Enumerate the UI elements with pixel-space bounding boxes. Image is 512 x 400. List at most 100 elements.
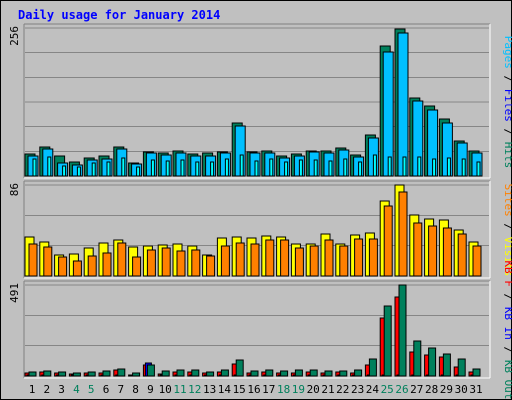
bar-pages-day-22 (343, 158, 348, 177)
bar-pages-day-29 (446, 157, 451, 177)
panel-1-ymax-label: 256 (8, 26, 21, 46)
right-axis-label-segment: Hits (502, 142, 512, 169)
bar-sites-day-30 (457, 233, 467, 277)
bar-sites-day-26 (398, 191, 408, 277)
x-tick-label-day-1: 1 (29, 383, 36, 396)
x-tick-label-day-7: 7 (117, 383, 124, 396)
bar-sites-day-3 (58, 256, 68, 277)
right-axis-label-segment: Pages (502, 36, 512, 69)
bar-kb-out-day-16 (250, 370, 259, 377)
bar-kb-out-day-21 (324, 370, 333, 377)
x-tick-label-day-22: 22 (336, 383, 349, 396)
bar-pages-day-4 (76, 166, 81, 177)
bar-pages-day-30 (461, 158, 466, 177)
x-tick-label-day-15: 15 (233, 383, 246, 396)
bar-kb-out-day-12 (191, 369, 200, 377)
x-tick-label-day-9: 9 (147, 383, 154, 396)
bar-pages-day-31 (476, 161, 481, 177)
x-tick-label-day-12: 12 (188, 383, 201, 396)
right-axis-label-segment: / (502, 340, 512, 360)
bar-sites-day-27 (413, 222, 423, 277)
bar-kb-out-day-31 (472, 368, 481, 377)
bar-sites-day-14 (220, 245, 230, 277)
bar-kb-out-day-25 (383, 305, 392, 377)
x-tick-label-day-13: 13 (203, 383, 216, 396)
bar-pages-day-28 (432, 158, 437, 177)
bar-pages-day-12 (195, 161, 200, 177)
bar-pages-day-16 (254, 160, 259, 177)
x-tick-label-day-6: 6 (103, 383, 110, 396)
x-tick-label-day-19: 19 (292, 383, 305, 396)
bar-sites-day-2 (43, 246, 53, 277)
bar-kb-out-day-7 (117, 368, 126, 377)
bar-pages-day-3 (62, 165, 67, 177)
bar-sites-day-17 (265, 239, 275, 277)
bar-kb-out-day-14 (220, 369, 229, 377)
panel-3-ymax-label: 491 (8, 283, 21, 303)
right-axis-label-segment: KB In (502, 307, 512, 340)
bar-pages-day-18 (284, 161, 289, 177)
bar-kb-out-day-30 (457, 358, 466, 377)
bar-sites-day-4 (72, 260, 82, 277)
bar-kb-out-day-28 (428, 347, 437, 377)
panel-3-right-axis-label: KB F / KB In / KB Out (502, 260, 512, 399)
x-tick-label-day-31: 31 (469, 383, 482, 396)
bar-pages-day-1 (32, 158, 37, 177)
bar-sites-day-28 (428, 225, 438, 277)
bar-kb-out-day-18 (280, 370, 289, 377)
bar-files-day-26 (397, 32, 409, 177)
bar-sites-day-7 (117, 242, 127, 277)
bar-kb-out-day-3 (58, 371, 67, 377)
bar-pages-day-5 (91, 162, 96, 177)
bar-sites-day-1 (28, 243, 38, 277)
bar-kb-out-day-22 (339, 370, 348, 377)
bar-pages-day-19 (298, 159, 303, 177)
bar-sites-day-21 (324, 239, 334, 277)
x-tick-label-day-29: 29 (440, 383, 453, 396)
x-tick-label-day-5: 5 (88, 383, 95, 396)
bar-sites-day-6 (102, 252, 112, 277)
bar-pages-day-27 (417, 156, 422, 177)
right-axis-label-segment: / (502, 287, 512, 307)
bar-sites-day-18 (280, 239, 290, 277)
bar-kb-out-day-5 (87, 371, 96, 377)
bar-pages-day-25 (387, 156, 392, 177)
bar-sites-day-11 (176, 250, 186, 277)
bar-pages-day-7 (121, 157, 126, 177)
panel-1-right-axis-label: Pages / Files / Hits (502, 36, 512, 169)
right-axis-label-segment: Sites (502, 184, 512, 217)
bar-kb-out-day-9 (146, 364, 155, 377)
bar-pages-day-24 (372, 154, 377, 177)
bar-sites-day-20 (309, 245, 319, 277)
bar-pages-day-17 (269, 158, 274, 177)
x-tick-label-day-2: 2 (43, 383, 50, 396)
bar-kb-out-day-19 (294, 369, 303, 377)
bar-sites-day-15 (235, 242, 245, 277)
x-tick-label-day-26: 26 (395, 383, 408, 396)
bar-sites-day-16 (250, 243, 260, 277)
bar-pages-day-10 (165, 160, 170, 177)
x-tick-label-day-24: 24 (366, 383, 380, 396)
bar-pages-day-6 (106, 161, 111, 177)
x-tick-label-day-21: 21 (321, 383, 334, 396)
bar-sites-day-12 (191, 249, 201, 277)
bar-kb-out-day-2 (43, 370, 52, 377)
chart-title: Daily usage for January 2014 (18, 8, 220, 22)
x-tick-label-day-10: 10 (159, 383, 172, 396)
x-tick-label-day-27: 27 (410, 383, 423, 396)
x-tick-label-day-20: 20 (307, 383, 320, 396)
bar-sites-day-19 (294, 247, 304, 277)
bar-sites-day-13 (206, 255, 216, 277)
bar-sites-day-10 (161, 247, 171, 277)
bar-kb-out-day-23 (354, 369, 363, 377)
bar-pages-day-2 (47, 156, 52, 177)
bar-kb-out-day-20 (309, 369, 318, 377)
bar-pages-day-9 (150, 159, 155, 177)
bar-kb-out-day-4 (72, 372, 81, 377)
x-tick-label-day-3: 3 (58, 383, 65, 396)
bar-sites-day-22 (339, 245, 349, 277)
right-axis-label-segment: / (502, 122, 512, 142)
bar-pages-day-13 (210, 161, 215, 177)
bar-kb-out-day-10 (161, 370, 170, 377)
x-tick-label-day-17: 17 (262, 383, 275, 396)
